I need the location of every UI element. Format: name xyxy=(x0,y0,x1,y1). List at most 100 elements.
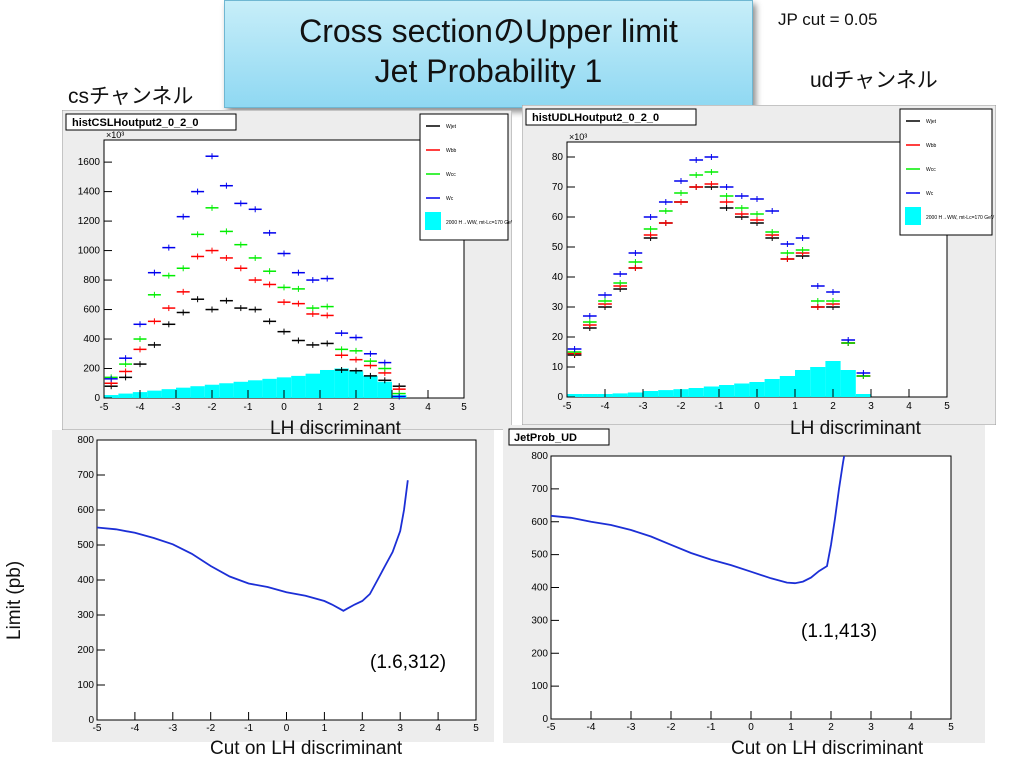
legend-label: Wcc xyxy=(446,172,456,178)
x-tick-label: -3 xyxy=(172,402,181,413)
x-tick-label: 3 xyxy=(389,402,395,413)
limit-ylabel: Limit (pb) xyxy=(4,560,25,640)
legend-label: Wc xyxy=(446,196,454,202)
signal-bar xyxy=(291,375,306,398)
plot-frame xyxy=(103,139,465,399)
x-tick-label: 0 xyxy=(284,723,290,734)
signal-bar xyxy=(612,393,628,397)
slide-title-line2: Jet Probability 1 xyxy=(374,53,603,89)
cs-channel-label: csチャンネル xyxy=(68,85,194,108)
y-exponent: ×10³ xyxy=(106,130,124,140)
y-tick-label: 800 xyxy=(531,451,548,462)
limit-curve xyxy=(551,456,846,585)
y-tick-label: 100 xyxy=(531,681,548,692)
plot-frame xyxy=(550,455,952,720)
y-tick-label: 80 xyxy=(552,152,564,163)
y-tick-label: 0 xyxy=(88,715,94,726)
signal-bar xyxy=(840,370,856,397)
x-tick-label: 5 xyxy=(461,402,467,413)
y-tick-label: 400 xyxy=(83,334,100,345)
ud-channel-label: udチャンネル xyxy=(810,69,938,92)
ud-histogram-panel: -5 -4 -3 -2 -1 0 1 2 3 4 501020304050607080×10³his… xyxy=(522,105,996,425)
signal-bar xyxy=(233,381,248,398)
x-tick-label: -4 xyxy=(136,402,145,413)
x-tick-label: 1 xyxy=(788,722,794,733)
signal-bar xyxy=(855,394,871,397)
cs-lh-xlabel: LH discriminant xyxy=(270,418,401,439)
x-tick-label: 4 xyxy=(425,402,431,413)
y-tick-label: 400 xyxy=(77,575,94,586)
cs-cut-xlabel: Cut on LH discriminant xyxy=(210,738,403,759)
x-tick-label: 2 xyxy=(830,401,836,412)
y-tick-label: 400 xyxy=(531,583,548,594)
x-tick-label: -4 xyxy=(587,722,596,733)
y-tick-label: 600 xyxy=(83,305,100,316)
signal-bar xyxy=(377,381,392,398)
panel-title: histUDLHoutput2_0_2_0 xyxy=(532,112,659,124)
legend-label: Wbb xyxy=(446,148,457,154)
y-tick-label: 0 xyxy=(557,392,563,403)
y-tick-label: 700 xyxy=(531,484,548,495)
legend-label: Wc xyxy=(926,191,934,197)
y-tick-label: 20 xyxy=(552,332,564,343)
x-tick-label: 1 xyxy=(322,723,328,734)
signal-bar xyxy=(248,380,263,398)
signal-bar xyxy=(825,361,841,397)
signal-bar xyxy=(190,386,205,398)
limit-curve xyxy=(97,480,409,612)
signal-bar xyxy=(688,388,704,397)
signal-bar xyxy=(567,394,583,397)
signal-bar xyxy=(262,378,277,398)
y-tick-label: 200 xyxy=(531,648,548,659)
signal-bar xyxy=(348,371,364,398)
signal-bar xyxy=(810,367,826,397)
panel-title: histCSLHoutput2_0_2_0 xyxy=(72,117,199,129)
legend-swatch xyxy=(905,207,921,225)
signal-bar xyxy=(363,375,378,398)
y-tick-label: 50 xyxy=(552,242,564,253)
x-tick-label: -2 xyxy=(206,723,215,734)
y-tick-label: 800 xyxy=(83,275,100,286)
x-tick-label: -3 xyxy=(639,401,648,412)
y-tick-label: 300 xyxy=(531,615,548,626)
signal-bar xyxy=(643,391,659,397)
x-tick-label: 2 xyxy=(353,402,359,413)
y-tick-label: 1400 xyxy=(78,187,101,198)
y-tick-label: 1600 xyxy=(78,157,101,168)
plot-frame xyxy=(96,439,477,721)
y-tick-label: 70 xyxy=(552,182,564,193)
y-tick-label: 700 xyxy=(77,470,94,481)
legend-label: Wcc xyxy=(926,167,936,173)
x-tick-label: 2 xyxy=(828,722,834,733)
signal-bar xyxy=(161,389,176,398)
y-tick-label: 30 xyxy=(552,302,564,313)
x-tick-label: -2 xyxy=(677,401,686,412)
y-tick-label: 200 xyxy=(83,364,100,375)
plot-frame xyxy=(566,141,948,398)
cs-histogram-panel: -5 -4 -3 -2 -1 0 1 2 3 4 5 0 200 400 600 800 1000 1200 140… xyxy=(62,110,512,430)
y-tick-label: 60 xyxy=(552,212,564,223)
y-exponent: ×10³ xyxy=(569,132,587,142)
x-tick-label: -3 xyxy=(627,722,636,733)
cs-limit-panel: -5 -4 -3 -2 -1 0 1 2 3 4 5 0 100 200 300 400 500 600 700 80… xyxy=(52,430,494,742)
panel-title: JetProb_UD xyxy=(514,432,577,444)
y-tick-label: 0 xyxy=(542,714,548,725)
x-tick-label: -1 xyxy=(715,401,724,412)
x-tick-label: -2 xyxy=(208,402,217,413)
y-tick-label: 200 xyxy=(77,645,94,656)
x-tick-label: -1 xyxy=(707,722,716,733)
y-tick-label: 100 xyxy=(77,680,94,691)
x-tick-label: 5 xyxy=(948,722,954,733)
signal-bar xyxy=(779,376,795,397)
y-tick-label: 500 xyxy=(77,540,94,551)
legend-label: 2000 H→WW, mt-Lc=170 GeV xyxy=(446,220,512,226)
ud-lh-xlabel: LH discriminant xyxy=(790,418,921,439)
x-tick-label: 2 xyxy=(360,723,366,734)
signal-bar xyxy=(582,394,598,397)
x-tick-label: 3 xyxy=(868,722,874,733)
signal-bar xyxy=(219,383,234,398)
x-tick-label: 3 xyxy=(868,401,874,412)
x-tick-label: -5 xyxy=(100,402,109,413)
y-tick-label: 1200 xyxy=(78,216,101,227)
signal-bar xyxy=(176,387,191,398)
